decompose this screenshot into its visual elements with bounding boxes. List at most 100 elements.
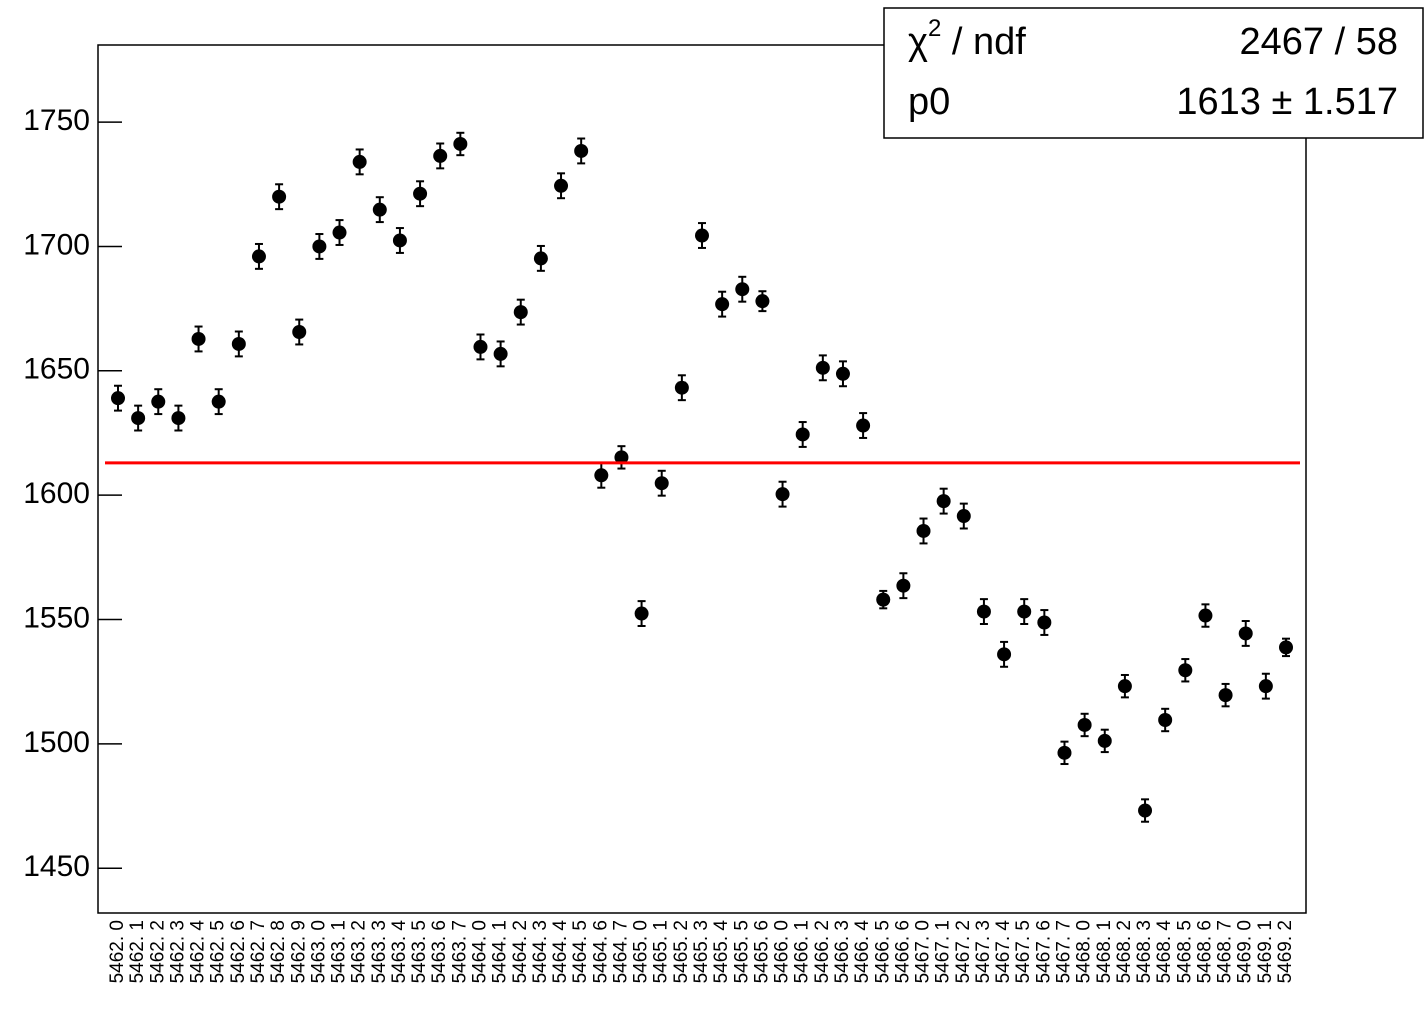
- data-point: [191, 331, 206, 346]
- x-tick-label: 5466. 4: [852, 920, 873, 984]
- data-point: [896, 578, 911, 593]
- data-point: [1097, 733, 1112, 748]
- data-point: [513, 305, 528, 320]
- x-tick-label: 5464. 0: [469, 920, 490, 983]
- x-tick-label: 5462. 9: [288, 920, 309, 983]
- x-tick-label: 5467. 2: [953, 920, 974, 983]
- x-tick-label: 5463. 6: [429, 920, 450, 983]
- data-point: [956, 509, 971, 524]
- data-point: [775, 487, 790, 502]
- x-tick-label: 5463. 7: [449, 920, 470, 983]
- stats-chi-value: 2467 / 58: [1240, 21, 1398, 63]
- data-point: [1258, 679, 1273, 694]
- data-point: [755, 294, 770, 309]
- data-point: [574, 143, 589, 158]
- x-tick-label: 5464. 2: [510, 920, 531, 983]
- x-tick-label: 5464. 1: [490, 920, 511, 983]
- data-point: [735, 282, 750, 297]
- x-tick-label: 5466. 5: [872, 920, 893, 983]
- data-point: [453, 136, 468, 151]
- data-point: [151, 394, 166, 409]
- x-tick-label: 5462. 6: [228, 920, 249, 983]
- data-point: [312, 239, 327, 254]
- data-point: [695, 228, 709, 243]
- data-point: [211, 394, 226, 409]
- x-tick-label: 5466. 2: [812, 920, 833, 983]
- data-point: [131, 411, 146, 426]
- data-point: [1037, 615, 1052, 630]
- x-tick-label: 5465. 4: [711, 920, 732, 984]
- data-point: [795, 427, 810, 442]
- x-tick-label: 5469. 0: [1235, 920, 1256, 983]
- data-point: [1077, 717, 1092, 732]
- y-tick-label: 1700: [23, 228, 90, 261]
- data-point: [1218, 688, 1233, 703]
- x-tick-label: 5462. 2: [147, 920, 168, 983]
- y-tick-label: 1500: [23, 726, 90, 759]
- stats-chi-label: χ2 / ndf: [908, 15, 1026, 63]
- data-point: [1138, 803, 1153, 818]
- x-tick-label: 5465. 0: [631, 920, 652, 983]
- x-tick-label: 5465. 6: [751, 920, 772, 983]
- x-tick-label: 5463. 1: [329, 920, 350, 983]
- x-tick-label: 5462. 0: [107, 920, 128, 983]
- x-tick-label: 5469. 1: [1255, 920, 1276, 983]
- data-point: [272, 189, 287, 204]
- data-point: [554, 178, 569, 193]
- x-tick-label: 5466. 6: [892, 920, 913, 983]
- data-point: [493, 346, 508, 361]
- y-tick-label: 1750: [23, 104, 90, 137]
- data-point: [1178, 663, 1193, 678]
- x-tick-label: 5463. 5: [409, 920, 430, 983]
- x-tick-label: 5467. 6: [1033, 920, 1054, 983]
- data-point: [634, 606, 649, 621]
- data-point: [1117, 679, 1132, 694]
- x-tick-label: 5464. 4: [550, 920, 571, 984]
- x-tick-label: 5463. 4: [389, 920, 410, 984]
- x-tick-label: 5468. 4: [1154, 920, 1175, 984]
- x-tick-label: 5468. 5: [1174, 920, 1195, 983]
- data-point: [251, 249, 266, 264]
- data-point: [614, 450, 629, 465]
- data-point: [1057, 745, 1072, 760]
- y-tick-label: 1550: [23, 601, 90, 634]
- x-tick-label: 5469. 2: [1275, 920, 1296, 983]
- x-tick-label: 5467. 5: [1013, 920, 1034, 983]
- x-tick-label: 5468. 0: [1074, 920, 1095, 983]
- stats-box: χ2 / ndf 2467 / 58 p0 1613 ± 1.517: [883, 7, 1424, 139]
- x-tick-label: 5467. 1: [933, 920, 954, 983]
- x-tick-label: 5462. 3: [167, 920, 188, 983]
- data-point: [231, 336, 246, 351]
- stats-p0-value: 1613 ± 1.517: [1176, 81, 1398, 123]
- x-tick-label: 5467. 7: [1053, 920, 1074, 983]
- data-point: [815, 360, 830, 375]
- data-point: [876, 592, 891, 607]
- data-point: [936, 494, 951, 509]
- x-tick-label: 5467. 4: [993, 920, 1014, 984]
- x-tick-label: 5463. 2: [349, 920, 370, 983]
- data-point: [433, 148, 448, 163]
- data-point: [1279, 640, 1293, 655]
- data-point: [1238, 626, 1253, 641]
- data-point: [332, 225, 347, 240]
- chi-rest: / ndf: [941, 21, 1026, 63]
- x-tick-label: 5462. 5: [208, 920, 229, 983]
- x-tick-label: 5467. 3: [973, 920, 994, 983]
- x-tick-label: 5464. 6: [590, 920, 611, 983]
- x-tick-label: 5467. 0: [913, 920, 934, 983]
- data-point: [171, 411, 186, 426]
- stats-p0-label: p0: [908, 81, 950, 123]
- x-tick-label: 5466. 0: [772, 920, 793, 983]
- data-point: [594, 468, 609, 483]
- chi-symbol: χ: [908, 21, 928, 63]
- x-tick-label: 5464. 7: [610, 920, 631, 983]
- x-tick-label: 5468. 3: [1134, 920, 1155, 983]
- x-tick-label: 5468. 7: [1215, 920, 1236, 983]
- data-point: [473, 339, 488, 354]
- x-tick-label: 5464. 3: [530, 920, 551, 983]
- x-tick-label: 5465. 1: [651, 920, 672, 983]
- x-tick-label: 5462. 1: [127, 920, 148, 983]
- data-point: [976, 604, 991, 619]
- data-point: [533, 251, 548, 266]
